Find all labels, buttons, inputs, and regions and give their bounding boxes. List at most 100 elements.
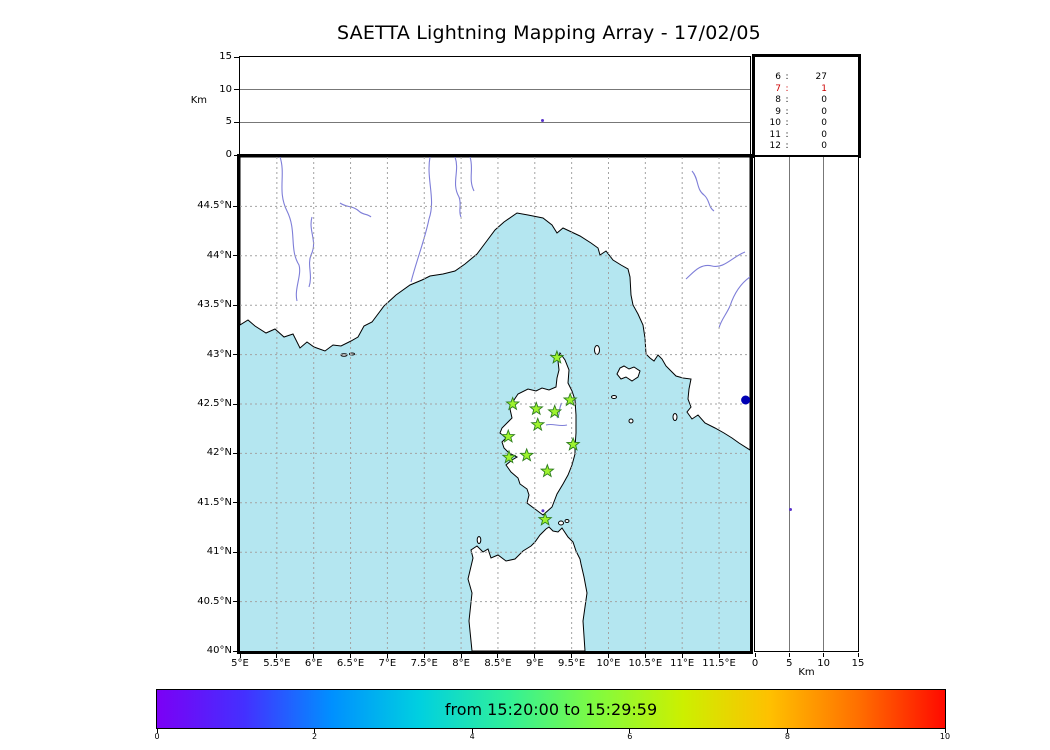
lma-station-marker [562,392,578,407]
lma-station-marker [565,436,581,451]
tick-mark [644,654,646,658]
colorbar-tick-label: 10 [939,732,951,741]
colorbar-tick-label: 0 [154,732,160,741]
tick-mark [233,601,237,603]
tick-mark [754,653,756,657]
lon-tick-label: 6.5°E [336,658,365,669]
lat-tick-label: 42.5°N [197,398,232,409]
lma-station-marker [519,447,535,462]
island [564,519,570,523]
corsica-island [499,351,577,516]
lat-tick-label: 44°N [206,249,232,261]
altitude-axis-label: Km [190,95,207,106]
colorbar-tick-label: 8 [784,732,790,741]
tick-mark [233,650,237,652]
tick-mark [386,654,388,658]
altitude-gridline [240,121,750,123]
lon-tick-label: 5°E [231,658,249,669]
tick-mark [823,653,825,657]
tick-mark [233,551,237,553]
tick-mark [234,89,239,91]
station-count-row: 11:0 [769,129,827,140]
tick-mark [534,654,536,658]
altitude-tick-label: 10 [219,83,232,95]
tick-mark [788,653,790,657]
tick-mark [497,654,499,658]
km-tick-label: 15 [851,658,865,669]
lat-tick-label: 42°N [206,447,232,459]
lightning-source-dot [741,395,750,405]
lon-tick-label: 7°E [378,658,397,669]
tick-mark [234,154,239,156]
station-stats-panel: 6:27 7:1 8:0 9:0 10:0 11:0 12:0 [752,54,861,158]
lat-tick-label: 41.5°N [197,496,232,508]
river [685,251,746,280]
lat-tick-label: 44.5°N [197,200,232,212]
rivers [279,157,750,427]
tick-mark [239,654,241,658]
tick-mark [233,255,237,257]
station-count-row: 6:27 [775,72,827,82]
station-count-row: 7:1 [775,83,827,94]
lma-station-marker [528,401,544,416]
page-title: SAETTA Lightning Mapping Array - 17/02/0… [337,22,761,44]
lma-station-marker [501,449,517,464]
tick-mark [423,654,425,658]
lat-tick-label: 41°N [206,546,232,558]
km-tick-label: 0 [751,658,759,669]
lon-tick-label: 10°E [596,658,621,669]
altitude-tick-label: 5 [225,116,232,128]
map-gridlines [240,157,750,651]
tick-mark [786,729,788,733]
tick-mark [233,205,237,207]
lon-tick-label: 11°E [670,658,695,669]
station-count-row: 9:0 [775,106,827,117]
altitude-latitude-panel [754,156,859,652]
lma-station-marker [530,416,546,432]
lma-station-marker [500,428,516,443]
station-count-row: 10:0 [769,118,827,128]
altitude-gridline [240,89,750,91]
tick-mark [857,653,859,657]
station-count-row: 12:0 [769,141,827,151]
tick-mark [471,729,473,733]
altitude-tick-label: 15 [219,51,232,62]
lon-tick-label: 6°E [304,658,323,669]
km-axis-label: Km [798,667,815,678]
lon-tick-label: 8°E [452,658,470,669]
km-tick-label: 10 [817,658,831,669]
colorbar-time-range-label: from 15:20:00 to 15:29:59 [444,699,658,719]
lat-tick-label: 43°N [206,348,232,360]
lon-tick-label: 9.5°E [558,658,586,669]
lma-station-marker [547,404,563,419]
colorbar-tick-label: 6 [627,732,633,741]
lon-tick-label: 10.5°E [628,658,663,669]
small-islands [340,345,678,544]
river [454,157,462,218]
tick-mark [571,654,573,658]
lon-tick-label: 9°E [525,658,544,669]
island [628,418,634,424]
tick-mark [233,452,237,454]
lma-station-marker [539,463,555,478]
tick-mark [313,654,315,658]
lma-station-marker [549,349,565,364]
lon-tick-label: 11.5°E [702,658,736,669]
island [558,520,564,526]
lat-tick-label: 43.5°N [197,299,232,311]
river [718,276,750,329]
elba-island [616,365,641,382]
river [279,157,301,302]
km-gridline [788,157,790,651]
lightning-sources [541,395,750,513]
tick-mark [944,729,946,733]
time-colorbar: from 15:20:00 to 15:29:59 [156,689,946,729]
altitude-longitude-panel [239,56,751,156]
river [545,423,568,427]
tick-mark [314,729,316,733]
km-gridline [823,157,825,651]
mainland-coast [240,157,750,451]
lat-tick-label: 40.5°N [197,595,232,607]
island [476,536,482,544]
tick-mark [460,654,462,658]
